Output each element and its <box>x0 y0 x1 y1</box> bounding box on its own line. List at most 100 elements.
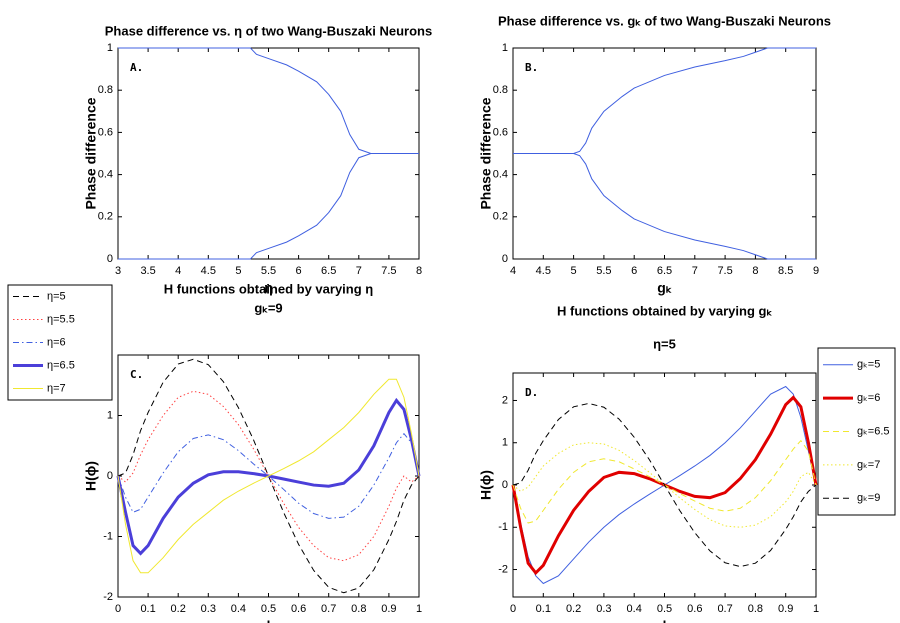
y-tick-label: 0 <box>107 253 113 265</box>
x-tick-label: 0.1 <box>140 603 155 615</box>
y-axis-label: H(ϕ) <box>83 461 99 491</box>
x-tick-label: 4 <box>510 265 516 277</box>
legend-label: gₖ=9 <box>857 492 880 504</box>
x-tick-label: 4.5 <box>201 265 216 277</box>
x-tick-label: 0.4 <box>231 603 246 615</box>
legend-label: η=7 <box>47 382 66 394</box>
x-tick-label: 8 <box>752 265 758 277</box>
legend-label: η=6 <box>47 336 66 348</box>
y-tick-label: 0.2 <box>493 211 508 223</box>
x-tick-label: 0.7 <box>321 603 336 615</box>
data-line <box>512 442 817 528</box>
x-axis-label: ϕ <box>659 618 670 623</box>
chart-subtitle: gₖ=9 <box>254 300 282 315</box>
data-line <box>513 47 816 154</box>
data-line <box>117 358 420 594</box>
x-tick-label: 1 <box>416 603 422 615</box>
x-axis-label: η <box>264 280 273 296</box>
x-tick-label: 9 <box>813 265 819 277</box>
x-tick-label: 3.5 <box>140 265 155 277</box>
x-tick-label: 0.6 <box>291 603 306 615</box>
y-tick-label: 2 <box>502 394 508 406</box>
y-tick-label: 0.4 <box>98 169 113 181</box>
x-tick-label: 0 <box>510 603 516 615</box>
y-tick-label: -2 <box>103 591 113 603</box>
legend-label: η=5.5 <box>47 313 75 325</box>
legend-label: η=5 <box>47 290 66 302</box>
y-tick-label: 0.2 <box>98 211 113 223</box>
legend-label: gₖ=6.5 <box>857 425 890 437</box>
panel-annotation: A. <box>130 61 143 74</box>
x-tick-label: 0.5 <box>657 603 672 615</box>
legend-label: gₖ=6 <box>857 392 880 404</box>
y-tick-label: 0 <box>502 253 508 265</box>
x-tick-label: 0.8 <box>748 603 763 615</box>
y-tick-label: 0.8 <box>493 84 508 96</box>
legend-label: η=6.5 <box>47 359 75 371</box>
legend-box <box>817 347 896 516</box>
x-tick-label: 0.8 <box>351 603 366 615</box>
x-axis-label: ϕ <box>263 618 274 623</box>
data-line <box>118 153 419 260</box>
y-tick-label: 0.6 <box>98 126 113 138</box>
x-tick-label: 7 <box>692 265 698 277</box>
x-tick-label: 7 <box>356 265 362 277</box>
x-tick-label: 4.5 <box>536 265 551 277</box>
x-tick-label: 0.5 <box>261 603 276 615</box>
x-tick-label: 0.2 <box>566 603 581 615</box>
legend-box <box>7 284 113 401</box>
x-tick-label: 0.2 <box>171 603 186 615</box>
data-line <box>512 402 817 568</box>
y-tick-label: -1 <box>498 521 508 533</box>
x-tick-label: 0.9 <box>381 603 396 615</box>
chart-title: H functions obtained by varying gₖ <box>557 303 772 318</box>
x-tick-label: 5.5 <box>261 265 276 277</box>
x-tick-label: 5.5 <box>596 265 611 277</box>
x-axis-label: gₖ <box>657 280 672 296</box>
x-tick-label: 5 <box>235 265 241 277</box>
y-axis-label: Phase difference <box>83 97 99 209</box>
y-tick-label: 0.6 <box>493 126 508 138</box>
x-tick-label: 0.1 <box>536 603 551 615</box>
y-tick-label: -2 <box>498 563 508 575</box>
x-tick-label: 0.9 <box>778 603 793 615</box>
data-line <box>513 153 816 260</box>
y-tick-label: -1 <box>103 530 113 542</box>
data-line <box>117 378 420 574</box>
legend-label: gₖ=7 <box>857 459 880 471</box>
y-tick-label: 1 <box>502 42 508 54</box>
y-tick-label: 1 <box>107 409 113 421</box>
x-tick-label: 7.5 <box>381 265 396 277</box>
y-tick-label: 1 <box>107 42 113 54</box>
x-tick-label: 1 <box>813 603 819 615</box>
chart-title: H functions obtained by varying η <box>164 281 374 296</box>
x-tick-label: 0.3 <box>201 603 216 615</box>
y-axis-label: Phase difference <box>478 97 494 209</box>
axes-box <box>117 47 420 260</box>
x-tick-label: 0 <box>115 603 121 615</box>
x-tick-label: 5 <box>571 265 577 277</box>
x-tick-label: 6 <box>296 265 302 277</box>
x-tick-label: 4 <box>175 265 181 277</box>
panel-annotation: C. <box>130 368 143 381</box>
x-tick-label: 7.5 <box>717 265 732 277</box>
x-tick-label: 0.6 <box>687 603 702 615</box>
chart-title: Phase difference vs. η of two Wang-Busza… <box>105 23 432 38</box>
y-tick-label: 1 <box>502 437 508 449</box>
legend-label: gₖ=5 <box>857 359 880 371</box>
panel-annotation: D. <box>525 386 538 399</box>
y-tick-label: 0.8 <box>98 84 113 96</box>
x-tick-label: 3 <box>115 265 121 277</box>
y-tick-label: 0.4 <box>493 169 508 181</box>
y-tick-label: 0 <box>502 479 508 491</box>
data-line <box>118 47 419 154</box>
x-tick-label: 0.3 <box>596 603 611 615</box>
y-axis-label: H(ϕ) <box>478 470 494 500</box>
x-tick-label: 6 <box>631 265 637 277</box>
x-tick-label: 8 <box>416 265 422 277</box>
panel-annotation: B. <box>525 61 538 74</box>
x-tick-label: 0.4 <box>627 603 642 615</box>
chart-title: Phase difference vs. gₖ of two Wang-Busz… <box>498 13 831 28</box>
x-tick-label: 6.5 <box>657 265 672 277</box>
